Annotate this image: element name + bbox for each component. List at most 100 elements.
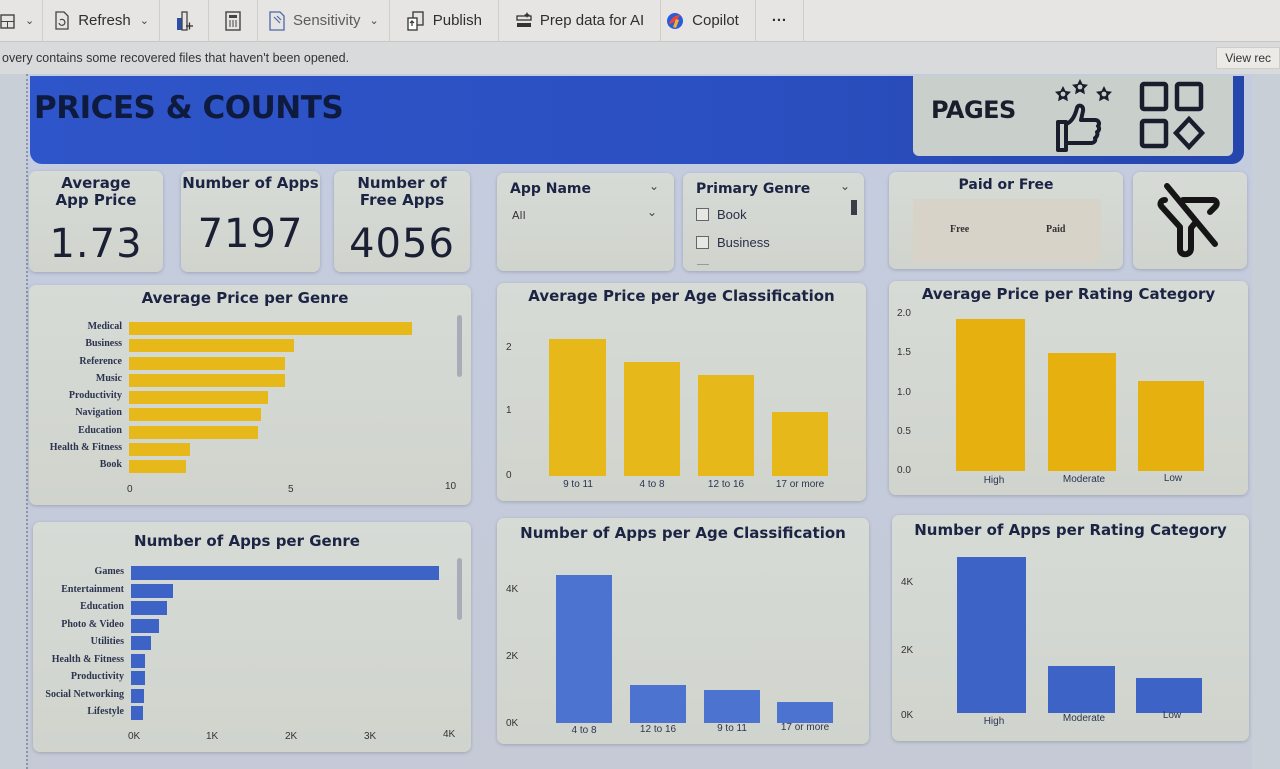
new-visual-icon: [176, 10, 193, 31]
bar[interactable]: [1048, 666, 1115, 713]
chart-scrollbar[interactable]: [457, 315, 462, 377]
app-name-dropdown[interactable]: All ⌄: [509, 205, 665, 225]
bar[interactable]: [129, 391, 268, 404]
bar-row: Medical: [29, 321, 459, 335]
kpi-value: 1.73: [49, 221, 143, 267]
refresh-button[interactable]: Refresh ⌄: [43, 0, 160, 42]
recovery-notification-bar: overy contains some recovered files that…: [0, 42, 1280, 74]
category-label: Health & Fitness: [49, 442, 122, 453]
bar[interactable]: [131, 601, 167, 615]
kpi-value: 4056: [349, 221, 455, 267]
y-tick: 0.5: [897, 426, 911, 437]
more-options-button[interactable]: ···: [756, 0, 804, 42]
chevron-down-icon[interactable]: ⌄: [840, 179, 851, 193]
category-label: Lifestyle: [87, 706, 124, 717]
genre-option-book[interactable]: Book: [696, 207, 747, 222]
bar[interactable]: [630, 685, 686, 723]
category-label: 9 to 11: [717, 723, 747, 734]
chart-average-price-per-rating: Average Price per Rating Category 2.0 1.…: [889, 281, 1248, 495]
plot-area: Medical Business Reference Music Product…: [29, 321, 459, 474]
calculator-icon: [225, 10, 241, 31]
bar[interactable]: [772, 412, 828, 476]
copilot-button[interactable]: Copilot: [661, 0, 756, 42]
genre-option-business[interactable]: Business: [696, 235, 770, 250]
bar-row: Photo & Video: [33, 618, 463, 633]
view-recovered-files-button[interactable]: View rec: [1216, 47, 1280, 69]
bar[interactable]: [129, 443, 190, 456]
bar[interactable]: [549, 339, 606, 476]
bar[interactable]: [698, 375, 754, 476]
bar[interactable]: [129, 339, 294, 352]
bar[interactable]: [129, 425, 258, 439]
category-label: Medical: [87, 321, 122, 332]
table-icon: [0, 13, 15, 29]
bar[interactable]: [129, 322, 412, 335]
overview-page-icon[interactable]: [1139, 81, 1209, 153]
clear-filters-button[interactable]: [1133, 172, 1247, 269]
category-label: Reference: [79, 355, 122, 367]
bar[interactable]: [131, 618, 159, 633]
bar[interactable]: [556, 575, 612, 723]
x-tick: 5: [288, 484, 294, 495]
bar[interactable]: [129, 460, 186, 474]
category-label: Navigation: [75, 407, 122, 419]
bar[interactable]: [131, 688, 144, 703]
bar-row: Education: [33, 601, 463, 615]
bar[interactable]: [131, 636, 151, 650]
table-view-button[interactable]: ⌄: [0, 0, 44, 42]
bar[interactable]: [131, 566, 439, 580]
bar-row: Book: [29, 459, 459, 474]
category-label: Productivity: [68, 390, 122, 401]
option-free[interactable]: Free: [950, 224, 970, 235]
bar[interactable]: [1048, 353, 1116, 471]
bar[interactable]: [624, 362, 680, 476]
bar[interactable]: [1136, 678, 1202, 713]
rating-page-icon[interactable]: [1053, 78, 1115, 152]
plot-area: [497, 518, 869, 723]
checkbox[interactable]: [696, 236, 709, 249]
chart-average-price-per-age: Average Price per Age Classification 2 1…: [497, 283, 866, 501]
bar-row: Health & Fitness: [33, 653, 463, 668]
publish-button[interactable]: Publish: [390, 0, 499, 42]
bar[interactable]: [956, 319, 1025, 471]
chart-title: Average Price per Rating Category: [921, 285, 1216, 303]
bar-row: Productivity: [33, 671, 463, 685]
bar[interactable]: [957, 557, 1026, 713]
option-paid[interactable]: Paid: [1046, 224, 1066, 235]
copilot-label: Copilot: [692, 12, 739, 29]
chart-number-of-apps-per-age: Number of Apps per Age Classification 4K…: [497, 518, 869, 744]
category-label: 17 or more: [775, 479, 825, 490]
category-label: Social Networking: [45, 688, 124, 700]
y-tick: 0: [506, 470, 512, 481]
x-tick: 0K: [128, 731, 141, 742]
more-options-hint: [697, 264, 709, 265]
bar[interactable]: [129, 408, 261, 422]
bar[interactable]: [704, 690, 760, 723]
kpi-card-number-of-apps: Number of Apps 7197: [181, 171, 320, 272]
chart-scrollbar[interactable]: [457, 558, 462, 620]
slicer-scrollbar[interactable]: [851, 200, 857, 215]
category-label: Book: [99, 459, 122, 471]
bar[interactable]: [129, 356, 285, 370]
calculator-button[interactable]: [209, 0, 258, 42]
bar[interactable]: [131, 653, 145, 668]
category-label: Games: [94, 566, 124, 577]
bar-row: Utilities: [33, 636, 463, 650]
bar[interactable]: [777, 702, 833, 723]
x-tick: 3K: [364, 731, 377, 742]
prep-data-icon: [516, 11, 532, 27]
chevron-down-icon[interactable]: ⌄: [649, 179, 660, 193]
checkbox[interactable]: [696, 208, 709, 221]
prep-data-for-ai-button[interactable]: Prep data for AI: [499, 0, 662, 42]
bar[interactable]: [131, 706, 143, 720]
bar[interactable]: [131, 671, 145, 685]
new-visual-button[interactable]: [160, 0, 209, 42]
plot-area: [497, 283, 866, 476]
bar-row: Health & Fitness: [29, 442, 459, 456]
x-tick: 4K: [443, 729, 456, 740]
sensitivity-button[interactable]: Sensitivity ⌄: [258, 0, 390, 42]
bar[interactable]: [1138, 381, 1204, 471]
bar[interactable]: [129, 373, 285, 387]
bar[interactable]: [131, 583, 173, 598]
category-label: Productivity: [70, 671, 124, 682]
